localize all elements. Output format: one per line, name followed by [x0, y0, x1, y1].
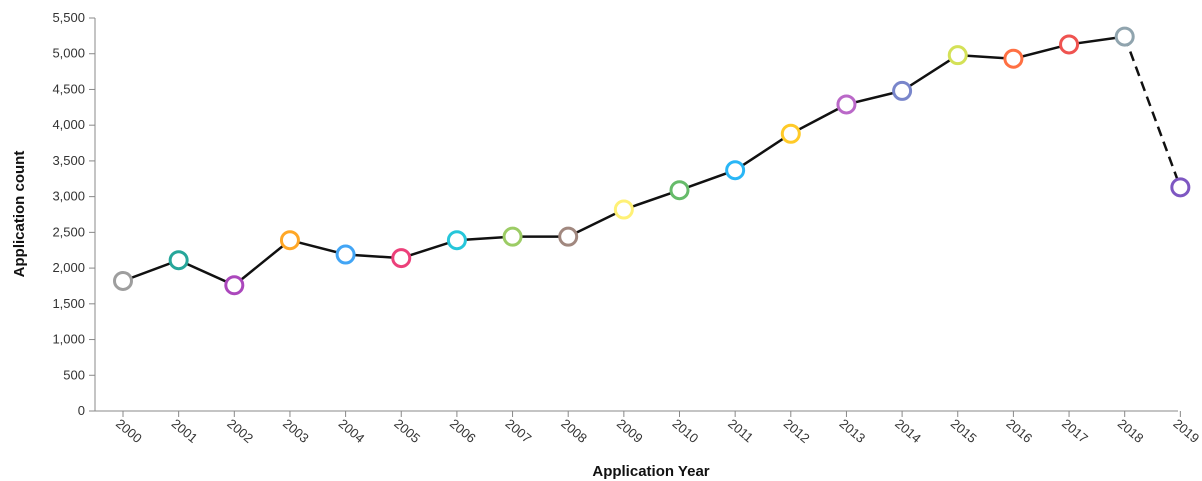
y-tick-label: 1,500 — [52, 296, 85, 311]
data-point-2010[interactable] — [669, 180, 690, 201]
x-tick-label: 2006 — [447, 416, 479, 446]
data-point-2003[interactable] — [279, 230, 300, 251]
y-tick-label: 2,500 — [52, 224, 85, 239]
x-tick-label: 2001 — [169, 416, 201, 446]
x-tick-label: 2005 — [391, 416, 423, 446]
data-point-2008[interactable] — [558, 226, 579, 247]
data-point-2000[interactable] — [113, 270, 133, 291]
data-point-2011[interactable] — [725, 160, 746, 181]
data-point-2004[interactable] — [335, 244, 356, 265]
x-tick-label: 2019 — [1170, 416, 1202, 446]
data-point-2015[interactable] — [947, 45, 968, 66]
x-tick-label: 2000 — [113, 416, 145, 446]
y-tick-label: 2,000 — [52, 260, 85, 275]
y-tick-label: 3,500 — [52, 153, 85, 168]
y-tick-label: 500 — [63, 367, 85, 382]
x-tick-label: 2018 — [1115, 416, 1147, 446]
data-point-2013[interactable] — [836, 94, 857, 115]
x-tick-label: 2004 — [336, 416, 368, 446]
x-tick-label: 2009 — [614, 416, 646, 446]
y-tick-label: 5,500 — [52, 10, 85, 25]
x-tick-label: 2017 — [1059, 416, 1091, 446]
y-tick-label: 5,000 — [52, 46, 85, 61]
series-line-solid — [122, 35, 1125, 287]
data-point-2019[interactable] — [1170, 177, 1191, 198]
x-tick-label: 2002 — [224, 416, 256, 446]
data-point-2007[interactable] — [502, 226, 523, 247]
data-point-2018[interactable] — [1114, 26, 1135, 47]
x-axis: 2000 2001 2002 2003 2004 2005 2006 2007 2008 2009… — [95, 410, 1202, 446]
y-tick-label: 4,000 — [52, 117, 85, 132]
x-tick-label: 2008 — [558, 416, 590, 446]
x-tick-label: 2014 — [892, 416, 924, 446]
data-point-2006[interactable] — [446, 230, 467, 251]
x-tick-label: 2012 — [781, 416, 813, 446]
x-tick-label: 2016 — [1003, 416, 1035, 446]
y-tick-label: 3,000 — [52, 189, 85, 204]
data-point-2001[interactable] — [168, 250, 189, 271]
y-axis-title: Application count — [11, 151, 28, 278]
x-tick-label: 2015 — [948, 416, 980, 446]
x-tick-label: 2013 — [837, 416, 869, 446]
data-point-2017[interactable] — [1059, 34, 1080, 55]
data-point-2012[interactable] — [780, 123, 801, 144]
x-axis-title: Application Year — [592, 463, 709, 480]
data-point-2009[interactable] — [613, 199, 634, 220]
data-point-2016[interactable] — [1003, 48, 1024, 69]
data-point-2002[interactable] — [224, 275, 245, 296]
y-tick-label: 4,500 — [52, 81, 85, 96]
y-axis: 0 500 1,000 1,500 2,000 2,500 3,000 3,500 4,000 4… — [52, 10, 96, 418]
data-point-2005[interactable] — [391, 248, 412, 269]
x-tick-label: 2011 — [725, 416, 756, 445]
data-point-2014[interactable] — [892, 80, 913, 101]
data-points — [113, 26, 1191, 296]
series-line-dashed — [1123, 36, 1182, 188]
y-tick-label: 0 — [78, 403, 85, 418]
x-tick-label: 2003 — [280, 416, 312, 446]
series-application-count — [122, 35, 1182, 287]
x-tick-label: 2007 — [503, 416, 535, 446]
x-tick-label: 2010 — [670, 416, 702, 446]
y-tick-label: 1,000 — [52, 332, 85, 347]
